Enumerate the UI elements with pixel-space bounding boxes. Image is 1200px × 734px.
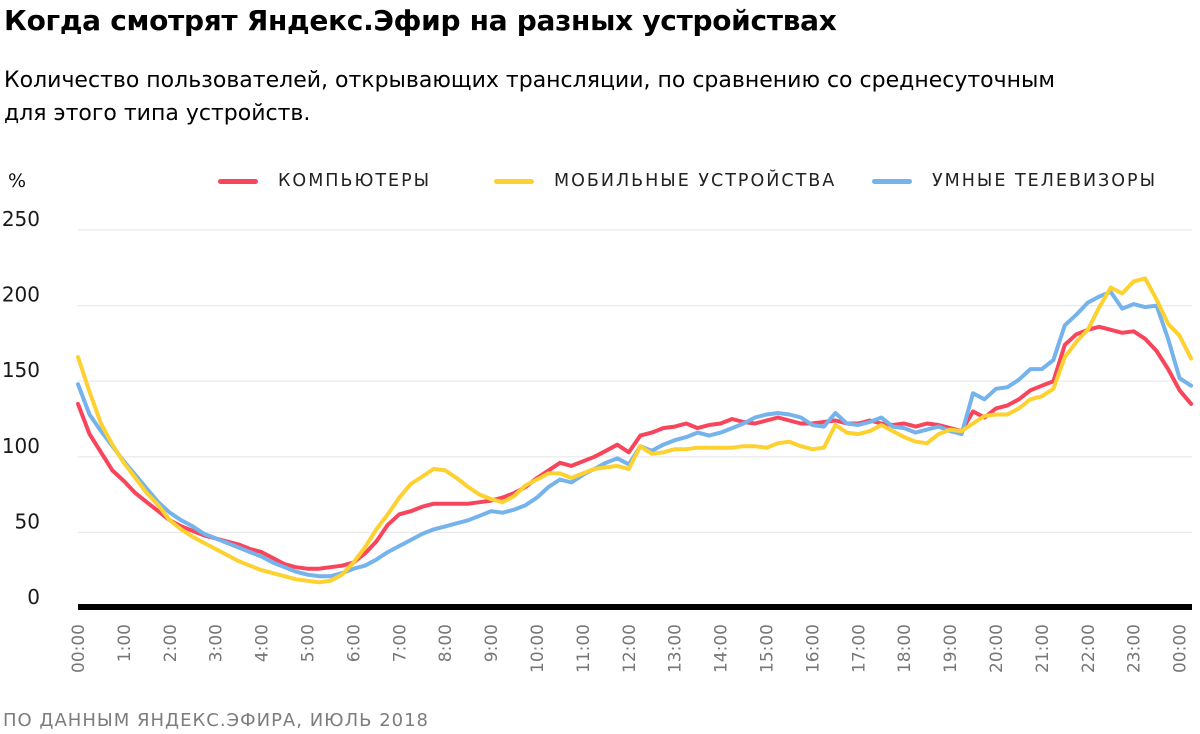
series-line-компьютеры: [76, 324, 1194, 571]
smart-tv-legend-label: УМНЫЕ ТЕЛЕВИЗОРЫ: [932, 171, 1158, 191]
x-axis-line: [78, 604, 1192, 610]
x-tick-label: 19:00: [941, 624, 961, 673]
x-tick-label: 9:00: [482, 624, 502, 662]
mobile-legend-label: МОБИЛЬНЫЕ УСТРОЙСТВА: [554, 171, 837, 191]
computers-legend-label: КОМПЬЮТЕРЫ: [278, 171, 432, 191]
y-tick-label: 0: [27, 585, 40, 609]
x-tick-label: 1:00: [115, 624, 135, 662]
x-tick-label: 21:00: [1033, 624, 1053, 673]
y-tick-label: 100: [2, 434, 40, 458]
computers-legend-swatch: [218, 178, 258, 184]
y-tick-label: 150: [2, 358, 40, 382]
smart-tv-legend-swatch: [872, 178, 912, 184]
x-tick-label: 7:00: [390, 624, 410, 662]
source-footnote: ПО ДАННЫМ ЯНДЕКС.ЭФИРА, ИЮЛЬ 2018: [3, 710, 430, 731]
x-tick-label: 18:00: [895, 624, 915, 673]
x-tick-label: 12:00: [620, 624, 640, 673]
y-tick-label: 50: [15, 509, 40, 533]
page-title: Когда смотрят Яндекс.Эфир на разных устр…: [4, 4, 837, 37]
x-tick-label: 10:00: [528, 624, 548, 673]
x-tick-label: 00:00: [1171, 624, 1191, 673]
x-tick-label: 15:00: [758, 624, 778, 673]
subtitle-line-1: Количество пользователей, открывающих тр…: [4, 68, 1055, 93]
x-tick-label: 4:00: [253, 624, 273, 662]
legend-item-computers: КОМПЬЮТЕРЫ: [218, 170, 431, 192]
y-tick-label: 200: [2, 283, 40, 307]
legend-item-smart-tv: УМНЫЕ ТЕЛЕВИЗОРЫ: [872, 170, 1157, 192]
x-tick-label: 13:00: [666, 624, 686, 673]
x-tick-label: 22:00: [1079, 624, 1099, 673]
x-tick-label: 16:00: [803, 624, 823, 673]
x-tick-label: 8:00: [436, 624, 456, 662]
x-tick-label: 00:00: [69, 624, 89, 673]
x-tick-label: 17:00: [849, 624, 869, 673]
x-tick-label: 6:00: [344, 624, 364, 662]
y-axis-unit-label: %: [8, 170, 27, 192]
series-line-мобильные-устройства: [76, 276, 1194, 585]
chart-subtitle: Количество пользователей, открывающих тр…: [4, 64, 1154, 130]
subtitle-line-2: для этого типа устройств.: [4, 101, 311, 126]
x-tick-label: 3:00: [207, 624, 227, 662]
x-tick-label: 2:00: [161, 624, 181, 662]
x-tick-label: 11:00: [574, 624, 594, 673]
series-line-умные-телевизоры: [76, 290, 1194, 579]
legend-item-mobile: МОБИЛЬНЫЕ УСТРОЙСТВА: [494, 170, 836, 192]
mobile-legend-swatch: [494, 178, 534, 184]
y-tick-label: 250: [2, 207, 40, 231]
x-tick-label: 20:00: [987, 624, 1007, 673]
x-tick-label: 14:00: [712, 624, 732, 673]
x-tick-label: 23:00: [1125, 624, 1145, 673]
x-tick-label: 5:00: [299, 624, 319, 662]
